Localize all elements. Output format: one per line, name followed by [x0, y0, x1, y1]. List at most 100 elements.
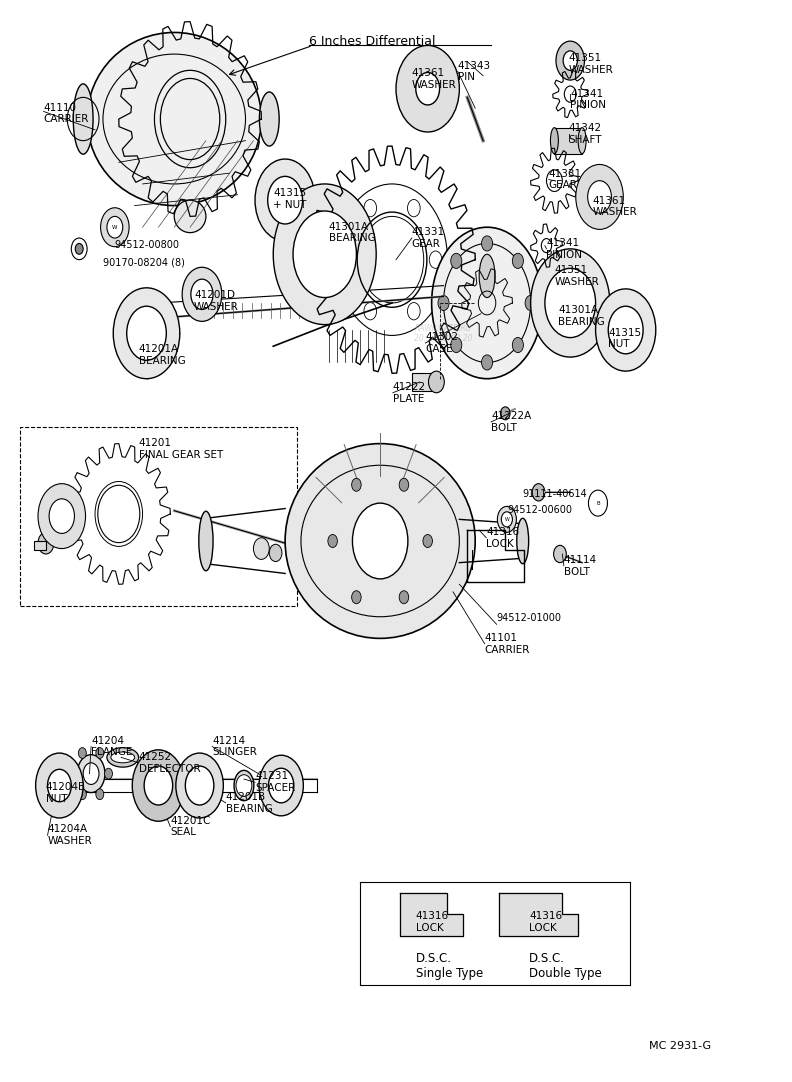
Text: 41222A
BOLT: 41222A BOLT	[491, 411, 531, 433]
Text: 41201C
SEAL: 41201C SEAL	[170, 816, 211, 837]
Text: 41315
NUT: 41315 NUT	[608, 328, 642, 349]
Circle shape	[78, 789, 86, 800]
Circle shape	[78, 748, 86, 758]
Circle shape	[83, 763, 99, 784]
Circle shape	[72, 781, 78, 790]
Circle shape	[269, 544, 282, 562]
Circle shape	[399, 478, 409, 491]
Circle shape	[36, 753, 83, 818]
Text: 41252
DEFLECTOR: 41252 DEFLECTOR	[139, 752, 200, 774]
Text: W: W	[112, 225, 117, 229]
Bar	[554, 128, 582, 154]
Circle shape	[596, 289, 656, 371]
Circle shape	[255, 159, 315, 241]
Text: 41361
WASHER: 41361 WASHER	[592, 196, 638, 217]
Text: 91111-40614: 91111-40614	[523, 489, 588, 499]
Circle shape	[423, 535, 432, 547]
Text: 41201
FINAL GEAR SET: 41201 FINAL GEAR SET	[139, 438, 223, 460]
Bar	[20, 427, 297, 606]
Circle shape	[273, 184, 376, 325]
Circle shape	[576, 164, 623, 229]
Text: 41316
LOCK: 41316 LOCK	[529, 911, 562, 933]
Circle shape	[56, 803, 63, 812]
Circle shape	[608, 306, 643, 354]
Polygon shape	[400, 893, 463, 936]
Text: D.S.C.
Double Type: D.S.C. Double Type	[529, 952, 602, 980]
Circle shape	[268, 768, 294, 803]
Ellipse shape	[234, 770, 253, 801]
Circle shape	[556, 41, 584, 80]
Text: 41114
BOLT: 41114 BOLT	[564, 555, 597, 577]
Text: 41204A
WASHER: 41204A WASHER	[48, 824, 93, 846]
Ellipse shape	[111, 752, 135, 763]
Circle shape	[185, 766, 214, 805]
Circle shape	[293, 211, 356, 298]
Circle shape	[259, 755, 303, 816]
Text: 41301A
BEARING: 41301A BEARING	[329, 222, 375, 243]
Circle shape	[182, 267, 222, 321]
Circle shape	[396, 45, 459, 132]
Text: 41316
LOCK: 41316 LOCK	[416, 911, 449, 933]
Text: 94512-00800: 94512-00800	[115, 240, 180, 250]
Text: D.S.C.
Single Type: D.S.C. Single Type	[416, 952, 483, 980]
Circle shape	[501, 512, 512, 527]
Text: B: B	[596, 501, 600, 505]
Polygon shape	[499, 893, 578, 936]
Ellipse shape	[479, 254, 495, 298]
Bar	[34, 541, 46, 550]
Circle shape	[268, 176, 303, 224]
Text: 41351
WASHER: 41351 WASHER	[569, 53, 614, 75]
Circle shape	[482, 355, 493, 370]
Circle shape	[144, 766, 173, 805]
Circle shape	[70, 768, 78, 779]
Text: 41301A
BEARING: 41301A BEARING	[558, 305, 605, 327]
Text: 41110
CARRIER: 41110 CARRIER	[44, 103, 89, 124]
Text: 41351
WASHER: 41351 WASHER	[554, 265, 600, 287]
Text: 41201A
BEARING: 41201A BEARING	[139, 344, 185, 366]
Circle shape	[501, 407, 510, 420]
Circle shape	[451, 253, 462, 268]
Circle shape	[132, 750, 185, 821]
Ellipse shape	[174, 200, 206, 233]
Circle shape	[101, 208, 129, 247]
Circle shape	[532, 484, 545, 501]
Ellipse shape	[77, 755, 105, 792]
Text: 41361
WASHER: 41361 WASHER	[412, 68, 457, 90]
Text: 41315
+ NUT: 41315 + NUT	[273, 188, 307, 210]
Ellipse shape	[432, 227, 543, 379]
Text: 94512-01000: 94512-01000	[497, 613, 562, 623]
Circle shape	[451, 338, 462, 353]
Text: 41101
CARRIER: 41101 CARRIER	[485, 633, 530, 655]
Circle shape	[554, 545, 566, 563]
Ellipse shape	[199, 511, 213, 571]
Circle shape	[352, 591, 361, 604]
Circle shape	[545, 268, 596, 338]
Circle shape	[563, 51, 577, 70]
Text: RAWILCATS.RU
20:34 13.02.20: RAWILCATS.RU 20:34 13.02.20	[414, 324, 473, 343]
Text: 41204B
NUT: 41204B NUT	[46, 782, 86, 804]
Circle shape	[531, 249, 610, 357]
Text: W: W	[505, 517, 509, 522]
Text: 41204
FLANGE: 41204 FLANGE	[91, 736, 132, 757]
Text: 41341
PINION: 41341 PINION	[570, 89, 606, 110]
Circle shape	[96, 789, 104, 800]
Circle shape	[352, 478, 361, 491]
Circle shape	[48, 769, 71, 802]
Ellipse shape	[87, 32, 261, 206]
Circle shape	[588, 181, 611, 213]
Circle shape	[96, 748, 104, 758]
Text: 41343
PIN: 41343 PIN	[458, 61, 491, 82]
Text: MC 2931-G: MC 2931-G	[649, 1041, 711, 1051]
Text: 41201D
WASHER: 41201D WASHER	[194, 290, 239, 312]
Circle shape	[191, 279, 213, 309]
Circle shape	[482, 236, 493, 251]
Text: 41214
SLINGER: 41214 SLINGER	[212, 736, 257, 757]
Text: 90170-08204 (8): 90170-08204 (8)	[103, 258, 185, 267]
Circle shape	[512, 253, 524, 268]
Circle shape	[56, 760, 63, 768]
Text: 6 Inches Differential: 6 Inches Differential	[309, 35, 436, 48]
Ellipse shape	[578, 128, 586, 154]
Ellipse shape	[550, 128, 558, 154]
Ellipse shape	[516, 518, 529, 564]
Text: 41331
GEAR: 41331 GEAR	[549, 169, 582, 190]
